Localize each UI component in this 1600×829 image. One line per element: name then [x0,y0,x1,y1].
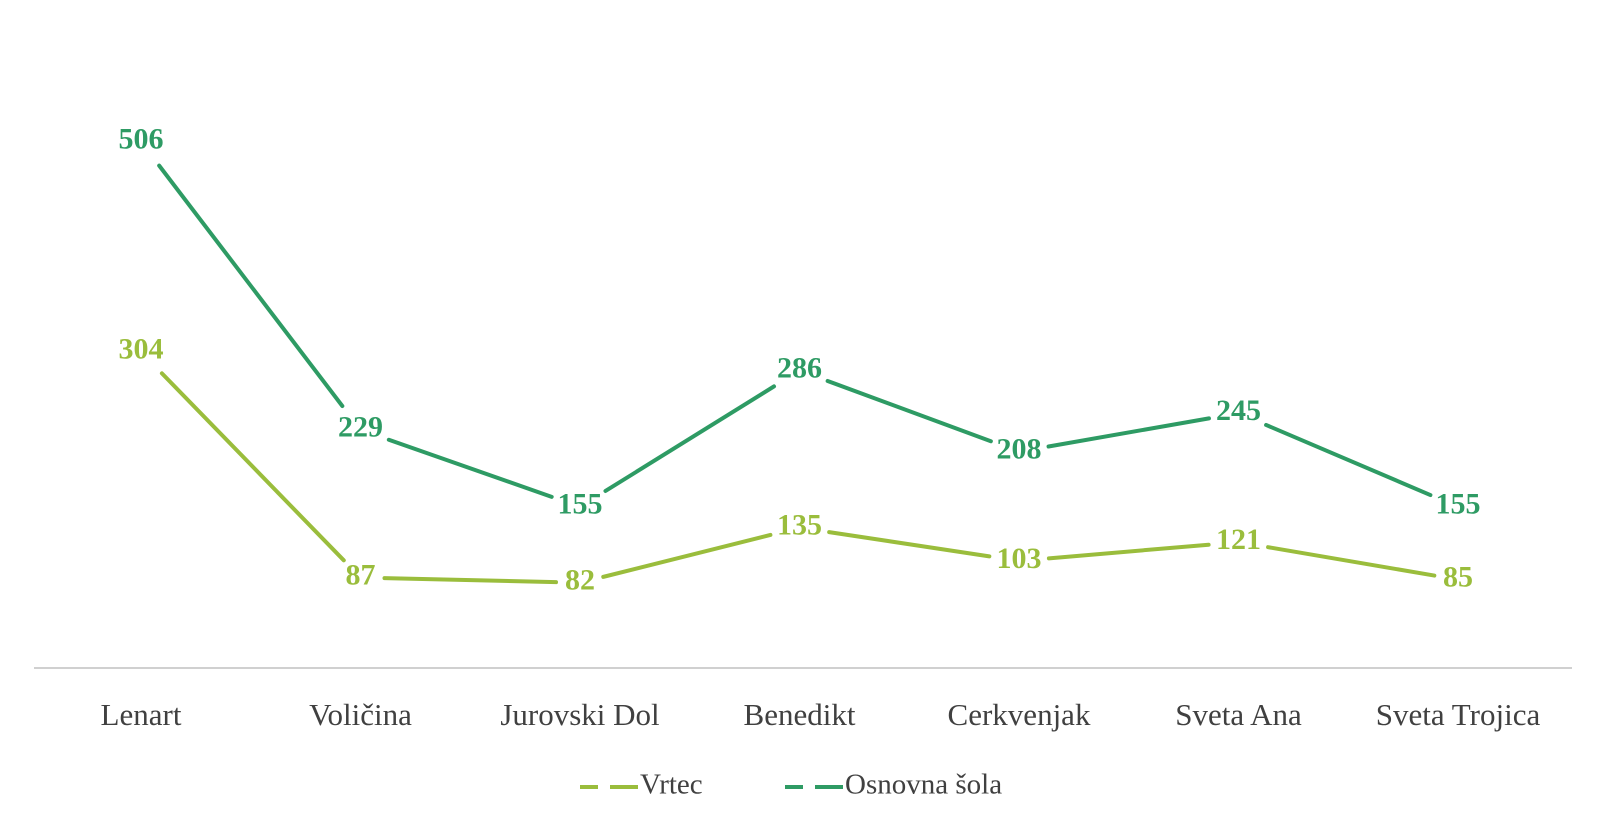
x-tick-label-1: Voličina [309,697,412,732]
series-0-segment-5 [1266,545,1437,578]
series-0-segment-1 [382,576,559,585]
data-label-0-1: 87 [346,558,376,591]
series-1-segment-5 [1264,422,1433,498]
data-label-1-4: 208 [997,433,1042,466]
x-axis-tick-labels: Lenart Voličina Jurovski Dol Benedikt Cerkve… [101,697,1541,732]
data-label-1-5: 245 [1216,394,1261,427]
series-1-segment-2 [603,384,777,493]
series-lines [157,163,1437,585]
legend-label-0: Vrtec [640,769,703,801]
series-0-segment-4 [1046,542,1211,561]
series-0-segment-0 [159,371,346,563]
series-1-segment-0 [157,163,345,408]
legend-label-1: Osnovna šola [845,769,1002,801]
data-label-0-3: 135 [777,508,822,541]
data-label-0-6: 85 [1443,560,1473,593]
data-labels: 304 87 82 135 103 121 85 506 229 155 286 208 245 155 [119,123,1481,597]
series-1-segment-4 [1046,416,1211,449]
series-0-segment-2 [601,532,773,579]
data-label-1-0: 506 [119,123,164,156]
data-label-0-4: 103 [997,542,1042,575]
series-1-segment-1 [386,437,554,499]
data-label-1-1: 229 [338,411,383,444]
data-label-1-6: 155 [1436,488,1481,521]
legend: Vrtec Osnovna šola [580,769,1002,801]
data-label-1-2: 155 [558,488,603,521]
x-tick-label-0: Lenart [101,697,182,732]
x-tick-label-5: Sveta Ana [1175,697,1302,732]
series-0-segment-3 [827,530,992,559]
data-label-0-5: 121 [1216,523,1261,556]
x-tick-label-3: Benedikt [744,697,856,732]
x-tick-label-6: Sveta Trojica [1376,697,1541,732]
legend-item-1: Osnovna šola [785,769,1002,801]
data-label-0-0: 304 [119,333,164,366]
x-tick-label-2: Jurovski Dol [500,697,659,732]
series-1-segment-3 [825,378,993,444]
data-label-0-2: 82 [565,564,595,597]
x-tick-label-4: Cerkvenjak [948,697,1091,732]
data-label-1-3: 286 [777,351,822,384]
legend-item-0: Vrtec [580,769,703,801]
